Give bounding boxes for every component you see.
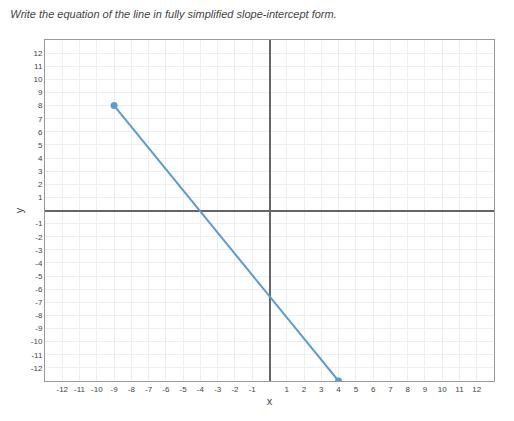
svg-text:-2: -2 [35, 233, 43, 242]
svg-text:Write the equation of the line: Write the equation of the line in fully … [10, 8, 337, 20]
svg-text:3: 3 [38, 167, 43, 176]
svg-text:1: 1 [285, 385, 290, 394]
svg-text:10: 10 [33, 75, 42, 84]
svg-text:4: 4 [336, 385, 341, 394]
svg-text:8: 8 [38, 101, 43, 110]
svg-text:-1: -1 [249, 385, 257, 394]
svg-text:1: 1 [38, 193, 43, 202]
svg-text:-5: -5 [180, 385, 188, 394]
svg-text:-4: -4 [35, 259, 43, 268]
svg-text:9: 9 [423, 385, 428, 394]
svg-text:-2: -2 [231, 385, 239, 394]
svg-text:-6: -6 [162, 385, 170, 394]
svg-text:-3: -3 [35, 246, 43, 255]
svg-text:9: 9 [38, 88, 43, 97]
svg-text:-6: -6 [35, 285, 43, 294]
svg-text:-11: -11 [31, 351, 43, 360]
svg-text:-7: -7 [35, 298, 43, 307]
svg-text:-9: -9 [111, 385, 119, 394]
svg-text:-3: -3 [214, 385, 222, 394]
svg-text:-12: -12 [31, 364, 43, 373]
svg-text:-10: -10 [91, 385, 103, 394]
svg-text:12: 12 [33, 49, 42, 58]
svg-text:-9: -9 [35, 324, 43, 333]
svg-text:x: x [267, 395, 273, 407]
svg-text:-10: -10 [31, 337, 43, 346]
svg-text:7: 7 [388, 385, 393, 394]
svg-text:7: 7 [38, 114, 43, 123]
svg-text:5: 5 [38, 141, 43, 150]
svg-text:2: 2 [38, 180, 43, 189]
svg-text:-12: -12 [56, 385, 68, 394]
svg-text:11: 11 [34, 62, 43, 71]
svg-text:-8: -8 [128, 385, 136, 394]
svg-text:y: y [13, 207, 25, 213]
svg-text:-4: -4 [197, 385, 205, 394]
svg-text:8: 8 [405, 385, 410, 394]
svg-text:6: 6 [371, 385, 376, 394]
svg-text:-5: -5 [35, 272, 43, 281]
svg-text:12: 12 [472, 385, 481, 394]
svg-text:3: 3 [319, 385, 324, 394]
svg-text:5: 5 [354, 385, 359, 394]
svg-text:10: 10 [438, 385, 447, 394]
svg-text:-11: -11 [74, 385, 86, 394]
svg-text:11: 11 [455, 385, 464, 394]
svg-text:-7: -7 [145, 385, 153, 394]
svg-text:-1: -1 [35, 219, 43, 228]
svg-text:-8: -8 [35, 311, 43, 320]
svg-text:2: 2 [302, 385, 307, 394]
svg-text:6: 6 [38, 128, 43, 137]
svg-text:4: 4 [38, 154, 43, 163]
